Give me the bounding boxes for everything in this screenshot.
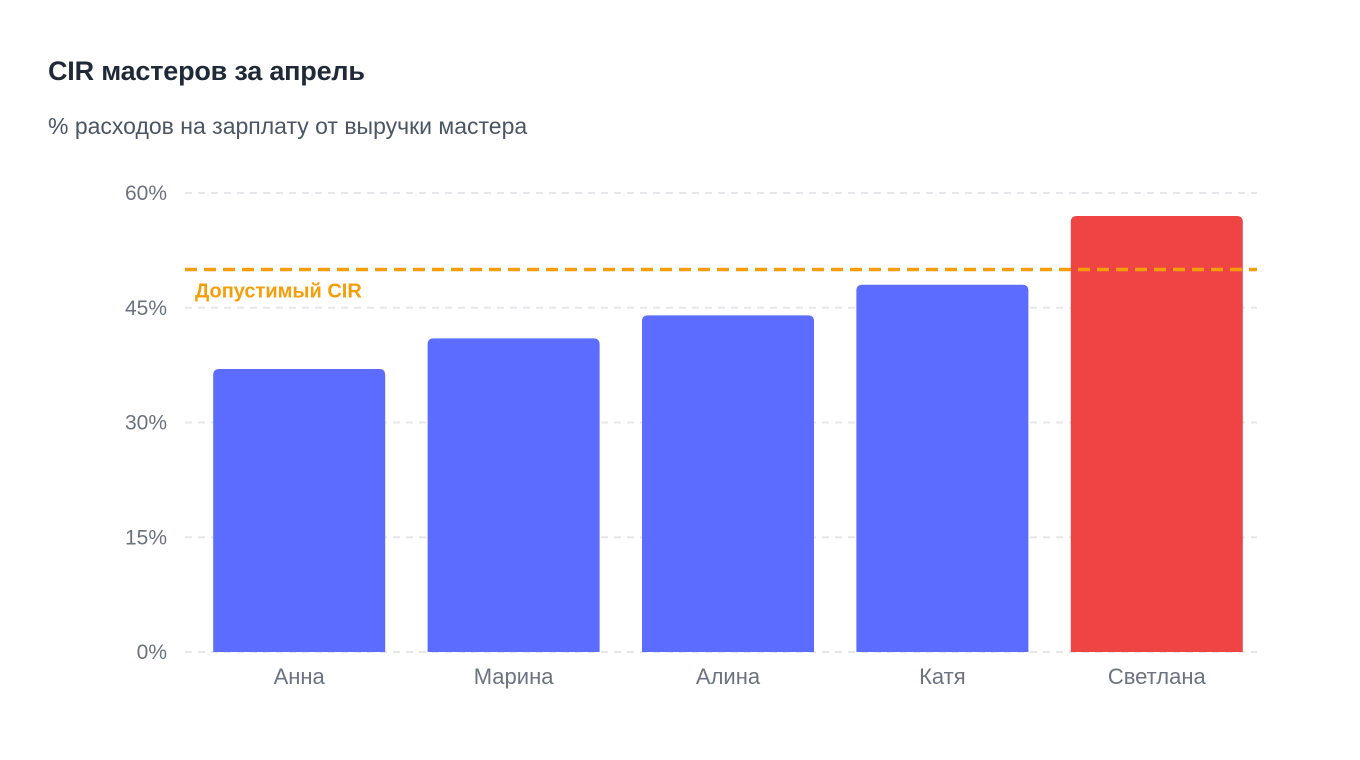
reference-line-group: Допустимый CIR [185, 267, 1257, 303]
bar-3 [642, 315, 814, 652]
x-category-label: Светлана [1108, 664, 1207, 689]
x-category-label: Анна [274, 664, 326, 689]
chart-title: CIR мастеров за апрель [48, 56, 365, 86]
y-axis-tick-labels: 0% 15% 30% 45% 60% [125, 182, 167, 664]
x-category-label: Алина [696, 664, 761, 689]
x-category-label: Катя [919, 664, 966, 689]
bars [213, 215, 1243, 652]
chart-subtitle: % расходов на зарплату от выручки мастер… [48, 113, 528, 139]
x-axis-category-labels: Анна Марина Алина Катя Светлана [274, 664, 1207, 689]
bar-5 [1070, 215, 1243, 652]
bar-1 [213, 368, 386, 652]
reference-line-label: Допустимый CIR [195, 281, 362, 303]
bar-2 [427, 338, 600, 652]
y-tick-label: 15% [125, 526, 167, 549]
y-tick-label: 60% [125, 182, 167, 205]
x-category-label: Марина [474, 664, 554, 689]
bar-4 [856, 284, 1029, 652]
y-tick-label: 0% [137, 641, 167, 664]
y-tick-label: 30% [125, 412, 167, 435]
y-tick-label: 45% [125, 297, 167, 320]
